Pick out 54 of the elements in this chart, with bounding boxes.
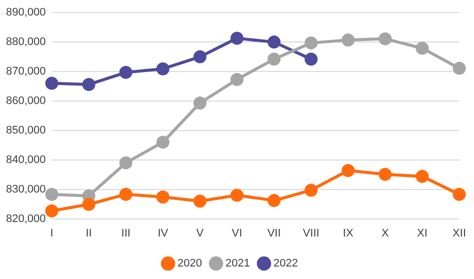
point <box>193 96 206 110</box>
point <box>452 188 466 201</box>
point <box>119 188 132 201</box>
point <box>230 72 244 86</box>
x-tick-label: IV <box>158 227 169 240</box>
y-tick-label: 830,000 <box>6 183 46 196</box>
x-tick-label: XII <box>452 227 466 240</box>
y-tick-label: 890,000 <box>6 6 46 19</box>
x-tick-label: I <box>50 227 54 240</box>
y-tick-label: 820,000 <box>6 212 46 225</box>
point <box>193 194 206 208</box>
point <box>342 164 355 177</box>
point <box>193 50 206 64</box>
point <box>230 188 244 202</box>
point <box>156 190 170 204</box>
point <box>416 170 429 183</box>
point <box>268 52 281 66</box>
point <box>82 198 96 211</box>
point <box>156 62 170 76</box>
y-tick-label: 840,000 <box>6 154 46 166</box>
point <box>45 188 58 201</box>
point <box>82 78 96 91</box>
point <box>268 194 281 208</box>
point <box>156 136 170 149</box>
point <box>304 184 318 197</box>
x-tick-label: IX <box>342 227 354 240</box>
point <box>45 204 58 218</box>
y-tick-label: 860,000 <box>6 95 46 108</box>
point <box>119 66 132 79</box>
x-tick-label: III <box>121 227 130 240</box>
point <box>45 76 58 90</box>
x-tick-label: V <box>196 227 204 240</box>
x-tick-label: VII <box>267 227 281 240</box>
legend-label: 2021 <box>226 258 250 270</box>
y-tick-label: 870,000 <box>6 66 46 78</box>
x-tick-label: X <box>382 227 390 240</box>
legend-label: 2020 <box>178 258 202 270</box>
point <box>268 36 281 49</box>
x-tick-label: XI <box>417 227 428 240</box>
legend-label: 2022 <box>273 258 298 270</box>
point <box>230 32 244 45</box>
y-tick-label: 850,000 <box>6 124 46 136</box>
point <box>416 42 429 55</box>
point <box>378 168 392 181</box>
point <box>452 62 466 75</box>
point <box>304 52 318 66</box>
y-tick-label: 880,000 <box>6 36 46 48</box>
point <box>342 33 355 46</box>
point <box>119 156 132 170</box>
x-tick-label: VI <box>232 227 242 240</box>
x-tick-label: II <box>86 227 92 240</box>
point <box>304 36 318 50</box>
x-tick-label: VIII <box>302 227 320 240</box>
point <box>378 32 392 46</box>
